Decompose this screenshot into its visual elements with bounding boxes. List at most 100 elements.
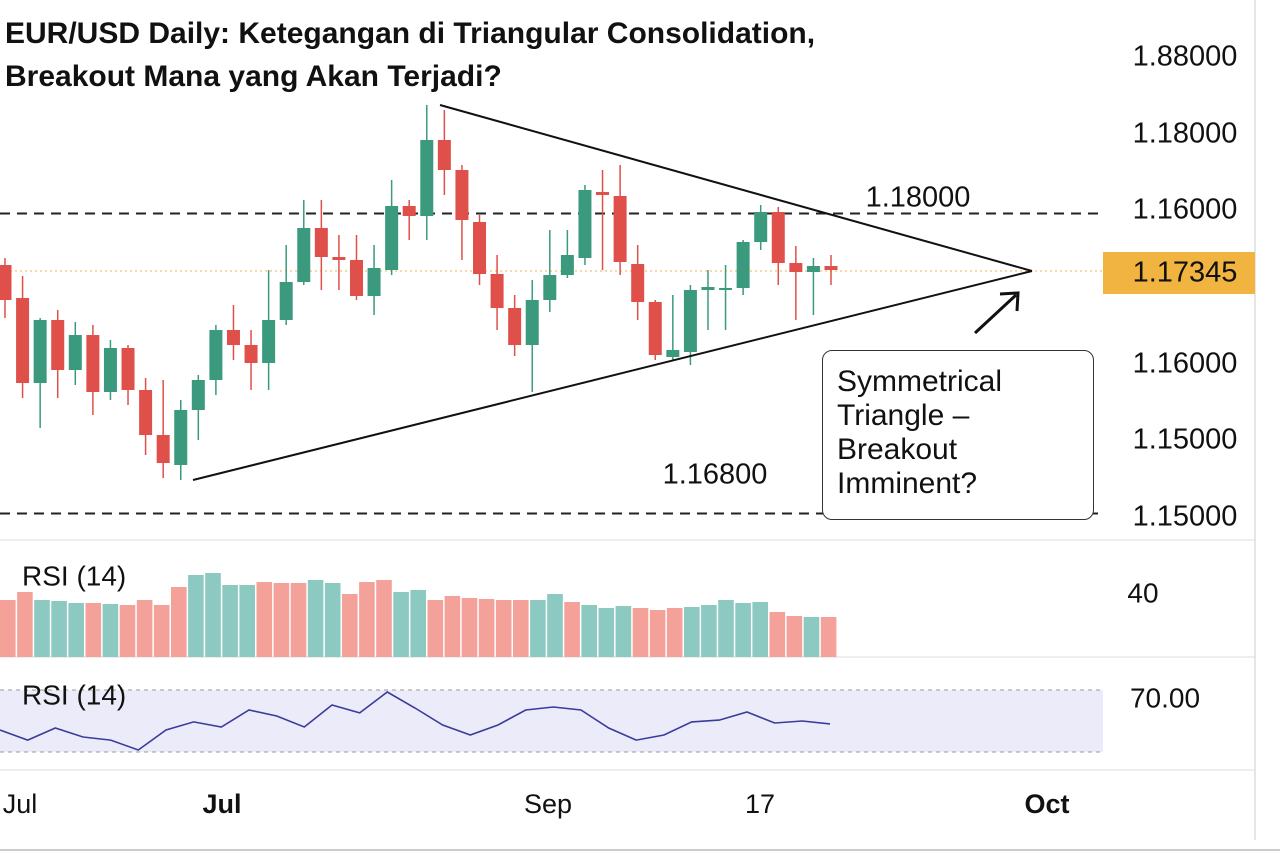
candle-body bbox=[33, 320, 47, 383]
candle-body bbox=[543, 275, 557, 300]
arrow bbox=[973, 293, 1018, 335]
bar bbox=[273, 583, 290, 657]
bar bbox=[410, 590, 426, 657]
bar bbox=[290, 583, 307, 657]
bar bbox=[615, 606, 632, 657]
bar bbox=[188, 575, 204, 657]
bar bbox=[530, 600, 546, 657]
bar bbox=[564, 602, 580, 657]
title-line: EUR/USD Daily: Ketegangan di Triangular … bbox=[5, 17, 815, 50]
candle-body bbox=[789, 263, 803, 272]
x-label: Jul bbox=[3, 789, 38, 819]
bar bbox=[119, 605, 136, 657]
candle-body bbox=[437, 140, 451, 170]
bar bbox=[34, 600, 50, 657]
candle-body bbox=[490, 274, 504, 308]
candle-body bbox=[314, 228, 328, 257]
bar bbox=[649, 610, 666, 657]
price-label: 1.18000 bbox=[1133, 118, 1238, 150]
candle-body bbox=[174, 410, 188, 465]
bar bbox=[701, 605, 717, 657]
bar bbox=[85, 603, 102, 657]
candle-body bbox=[771, 212, 785, 263]
x-label: Oct bbox=[1024, 789, 1069, 819]
bar bbox=[495, 600, 512, 657]
bar bbox=[342, 594, 358, 657]
bar bbox=[68, 603, 84, 657]
bar bbox=[205, 573, 221, 657]
bar bbox=[51, 601, 67, 657]
bar bbox=[718, 600, 734, 657]
candle-body bbox=[824, 266, 838, 270]
triangle-support bbox=[192, 270, 1033, 481]
candle-body bbox=[385, 206, 399, 270]
candle-body bbox=[244, 345, 258, 363]
candle-body bbox=[719, 288, 733, 290]
bar bbox=[444, 596, 461, 657]
title-line: Breakout Mana yang Akan Terjadi? bbox=[5, 60, 502, 93]
bar bbox=[171, 587, 187, 657]
bar bbox=[427, 600, 444, 657]
bar bbox=[461, 598, 478, 657]
bar bbox=[735, 603, 751, 657]
bar bbox=[17, 592, 33, 657]
candle-body bbox=[508, 308, 522, 345]
candle-body bbox=[455, 170, 469, 220]
bar bbox=[547, 594, 563, 657]
candle-body bbox=[156, 435, 170, 463]
candle-body bbox=[525, 300, 539, 345]
bar bbox=[666, 608, 683, 657]
rsi-band bbox=[0, 690, 1103, 752]
candle-body bbox=[666, 350, 680, 357]
level-label: 1.18000 bbox=[866, 182, 971, 214]
bar bbox=[684, 607, 700, 657]
candle-body bbox=[332, 257, 346, 260]
candle-body bbox=[16, 298, 30, 383]
bar bbox=[752, 602, 768, 657]
candle-body bbox=[596, 192, 610, 195]
candle-body bbox=[103, 348, 117, 392]
candle-body bbox=[191, 380, 205, 410]
bar bbox=[581, 605, 597, 657]
candle-body bbox=[402, 206, 416, 216]
candle-body bbox=[754, 212, 768, 242]
candle-body bbox=[578, 190, 592, 258]
bar bbox=[256, 582, 273, 657]
candle-body bbox=[806, 266, 820, 272]
panel-label: RSI (14) bbox=[22, 679, 126, 710]
candle-body bbox=[297, 228, 311, 282]
candle-body bbox=[736, 242, 750, 288]
y-tick-label: 40 bbox=[1127, 577, 1158, 608]
candle-body bbox=[683, 290, 697, 352]
annotation: Symmetrical Triangle – Breakout Imminent… bbox=[822, 350, 1094, 520]
bar bbox=[324, 583, 341, 657]
panel-label: RSI (14) bbox=[22, 560, 126, 591]
bar bbox=[632, 608, 649, 657]
candle-body bbox=[121, 348, 135, 390]
candle-body bbox=[420, 140, 434, 216]
candle-body bbox=[648, 302, 662, 355]
candle-body bbox=[613, 196, 627, 262]
candle-body bbox=[0, 265, 12, 300]
rsi-line bbox=[0, 691, 831, 751]
bar bbox=[153, 605, 170, 657]
candle-body bbox=[262, 320, 276, 363]
candle-body bbox=[209, 330, 223, 380]
bar bbox=[136, 600, 153, 657]
bar bbox=[803, 617, 820, 657]
bar bbox=[769, 612, 786, 657]
candle-body bbox=[367, 268, 381, 296]
bar bbox=[0, 600, 16, 657]
bar bbox=[239, 585, 255, 657]
candle-body bbox=[139, 390, 153, 435]
candle-body bbox=[701, 287, 715, 290]
current-price-label: 1.17345 bbox=[1133, 257, 1238, 289]
candle-body bbox=[349, 260, 363, 296]
price-label: 1.15000 bbox=[1133, 424, 1238, 456]
price-label: 1.16000 bbox=[1133, 348, 1238, 380]
arrow-head bbox=[999, 291, 1020, 312]
bar bbox=[478, 599, 495, 657]
bar bbox=[598, 608, 615, 657]
